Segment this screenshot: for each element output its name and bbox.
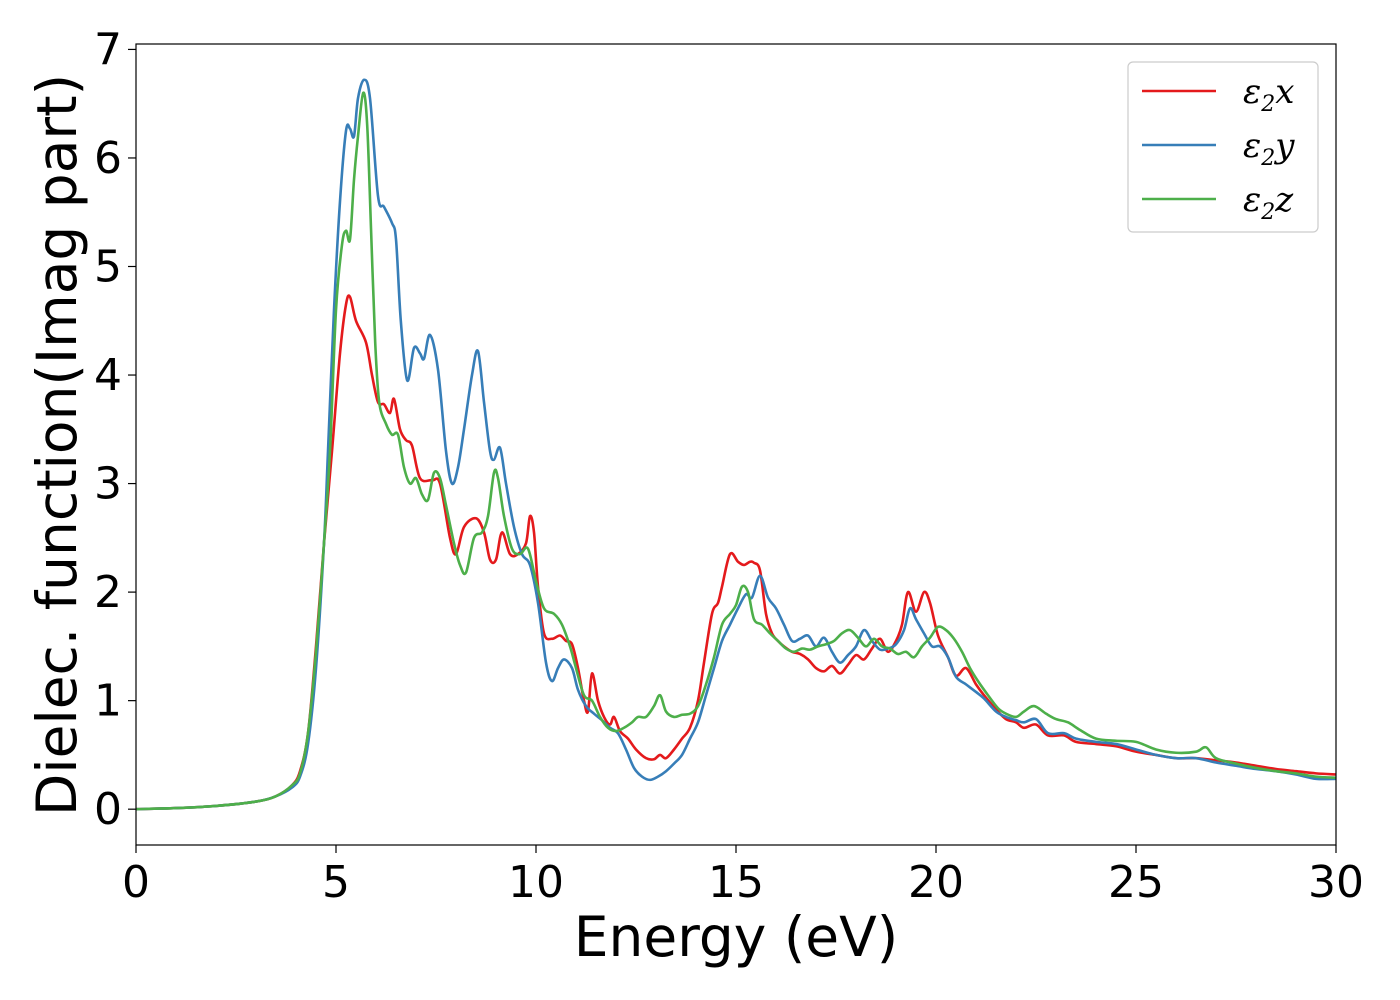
y-axis-ticks: 0 1 2 3 4 5 6 7 bbox=[94, 24, 136, 835]
x-axis-title: Energy (eV) bbox=[574, 905, 898, 969]
y-tick-label: 2 bbox=[94, 567, 122, 618]
x-tick-label: 5 bbox=[322, 857, 350, 908]
x-tick-label: 10 bbox=[508, 857, 564, 908]
x-axis-ticks: 0 5 10 15 20 25 30 bbox=[122, 845, 1364, 908]
series-lines bbox=[135, 78, 1337, 811]
legend: ε2x ε2y ε2z bbox=[1127, 61, 1319, 233]
x-tick-label: 15 bbox=[708, 857, 764, 908]
x-tick-label: 25 bbox=[1108, 857, 1164, 908]
x-tick-label: 30 bbox=[1308, 857, 1364, 908]
y-tick-label: 5 bbox=[94, 242, 122, 293]
series-line-y bbox=[135, 78, 1337, 811]
x-tick-label: 20 bbox=[908, 857, 964, 908]
y-tick-label: 0 bbox=[94, 784, 122, 835]
y-tick-label: 6 bbox=[94, 133, 122, 184]
series-line-z bbox=[135, 91, 1337, 811]
legend-label-x: ε2x bbox=[1243, 72, 1294, 117]
y-tick-label: 3 bbox=[94, 459, 122, 510]
x-tick-label: 0 bbox=[122, 857, 150, 908]
y-tick-label: 1 bbox=[94, 676, 122, 727]
legend-box bbox=[1127, 61, 1319, 233]
series-line-x bbox=[135, 294, 1337, 811]
legend-label-z: ε2z bbox=[1243, 180, 1294, 225]
y-tick-label: 4 bbox=[94, 350, 122, 401]
legend-label-y: ε2y bbox=[1243, 126, 1295, 171]
y-tick-label: 7 bbox=[94, 24, 122, 75]
y-axis-title: Dielec. function(Imag part) bbox=[25, 74, 89, 816]
